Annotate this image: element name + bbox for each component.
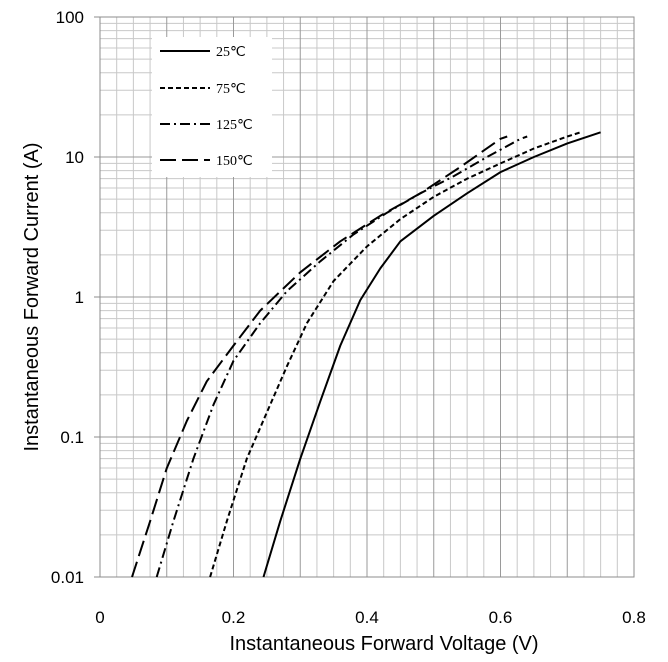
plot-frame bbox=[99, 16, 635, 578]
x-tick-label: 0 bbox=[95, 608, 104, 627]
y-axis-title: Instantaneous Forward Current (A) bbox=[21, 142, 43, 451]
legend: 25℃ 75℃ 125℃ 150℃ bbox=[152, 37, 272, 177]
series-line-1 bbox=[262, 131, 601, 578]
y-tick-label: 0.01 bbox=[51, 568, 84, 587]
series-layer bbox=[131, 131, 601, 578]
series-line-4 bbox=[131, 135, 508, 578]
series-line-2 bbox=[209, 131, 581, 578]
y-tick-labels: 0.01 0.1 1 10 100 bbox=[51, 8, 84, 587]
x-tick-label: 0.4 bbox=[355, 608, 379, 627]
legend-label-2: 75℃ bbox=[216, 82, 246, 97]
legend-label-4: 150℃ bbox=[216, 154, 253, 169]
series-line-3 bbox=[155, 135, 528, 578]
y-tick-label: 10 bbox=[65, 148, 84, 167]
y-tick-label: 100 bbox=[56, 8, 84, 27]
x-axis-title: Instantaneous Forward Voltage (V) bbox=[229, 633, 538, 655]
legend-box bbox=[152, 37, 272, 177]
x-tick-label: 0.2 bbox=[222, 608, 246, 627]
legend-label-1: 25℃ bbox=[216, 45, 246, 60]
x-tick-label: 0.8 bbox=[622, 608, 646, 627]
x-tick-label: 0.6 bbox=[489, 608, 513, 627]
y-tick-label: 1 bbox=[75, 288, 84, 307]
legend-label-3: 125℃ bbox=[216, 118, 253, 133]
x-tick-labels: 0 0.2 0.4 0.6 0.8 bbox=[95, 608, 646, 627]
y-tick-label: 0.1 bbox=[60, 428, 84, 447]
